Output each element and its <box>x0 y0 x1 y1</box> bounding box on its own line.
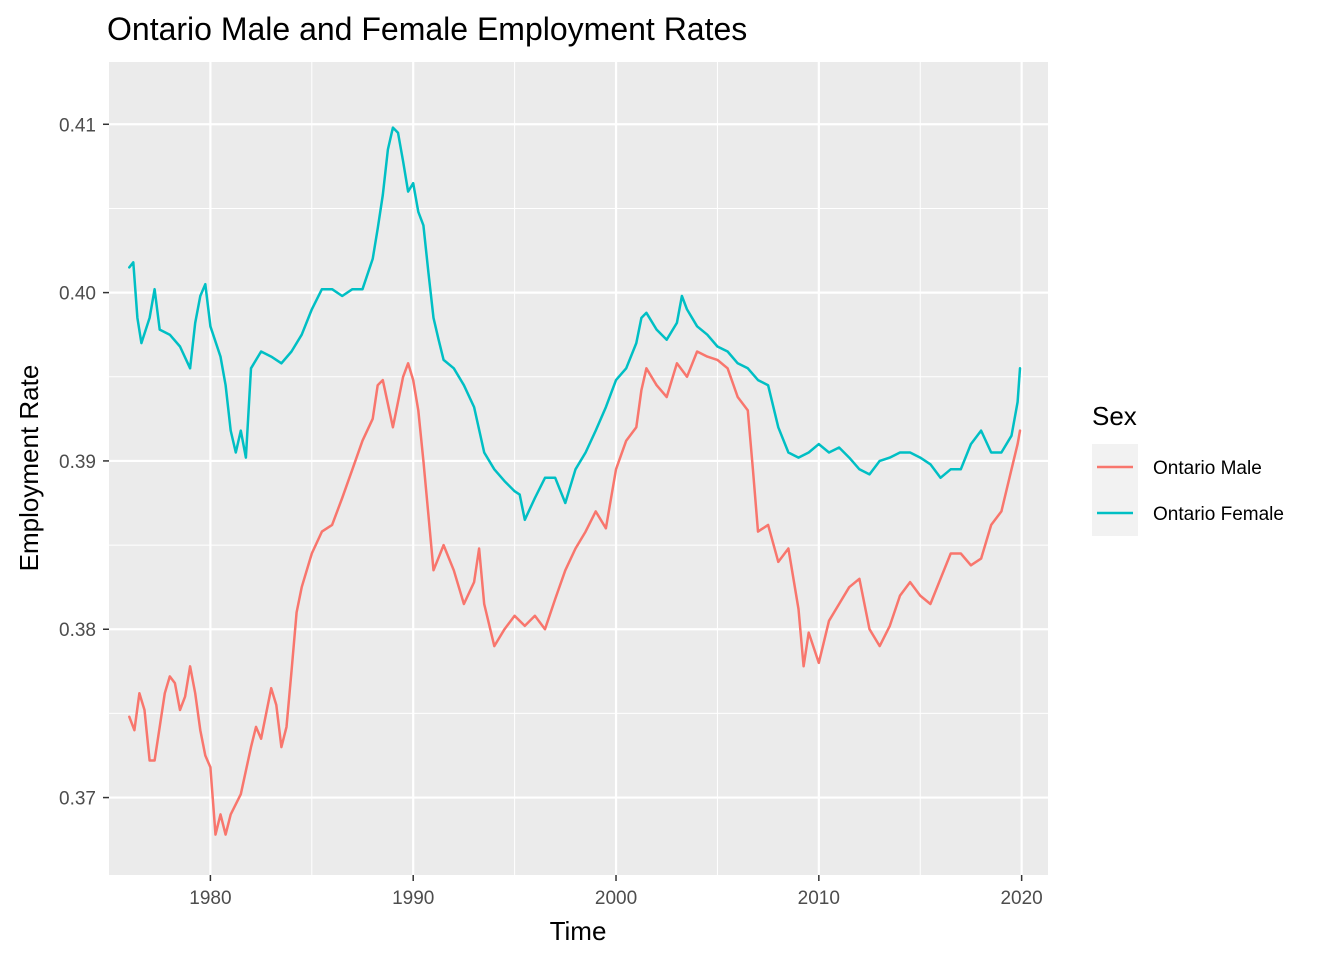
legend: Sex Ontario Male Ontario Female <box>1092 401 1284 536</box>
x-tick-label: 2010 <box>798 888 840 909</box>
y-tick-label: 0.39 <box>59 452 96 473</box>
chart-title: Ontario Male and Female Employment Rates <box>107 11 747 47</box>
series-line-ontario-male <box>128 350 1022 836</box>
legend-label-male: Ontario Male <box>1153 458 1262 479</box>
x-axis: 1980 1990 2000 2010 2020 <box>189 875 1043 909</box>
y-tick-label: 0.41 <box>59 115 96 136</box>
x-tick-label: 2000 <box>595 888 637 909</box>
y-tick-label: 0.37 <box>59 789 96 810</box>
series-line-ontario-female <box>128 126 1022 522</box>
y-axis: 0.37 0.38 0.39 0.40 0.41 <box>59 115 109 810</box>
y-tick-label: 0.40 <box>59 284 96 305</box>
x-axis-title: Time <box>550 916 607 946</box>
series-layer <box>128 126 1022 836</box>
x-tick-label: 2020 <box>1000 888 1042 909</box>
legend-title: Sex <box>1092 401 1137 431</box>
x-tick-label: 1990 <box>392 888 434 909</box>
legend-label-female: Ontario Female <box>1153 504 1284 525</box>
plot-panel <box>109 62 1048 875</box>
y-tick-label: 0.38 <box>59 620 96 641</box>
x-tick-label: 1980 <box>189 888 231 909</box>
y-axis-title: Employment Rate <box>14 365 44 572</box>
